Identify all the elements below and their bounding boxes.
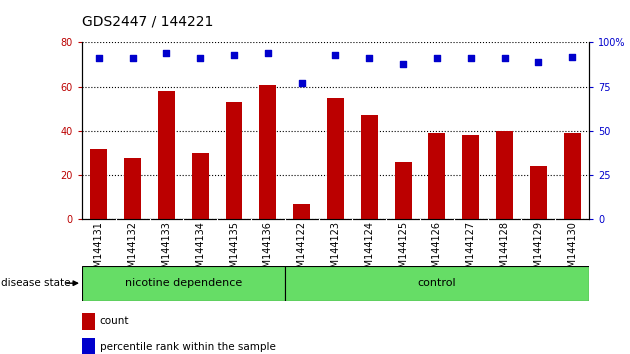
Bar bbox=[428, 133, 445, 219]
Point bbox=[297, 80, 307, 86]
Text: control: control bbox=[418, 278, 456, 288]
Point bbox=[364, 56, 374, 61]
Bar bbox=[361, 115, 378, 219]
Bar bbox=[462, 135, 479, 219]
Text: percentile rank within the sample: percentile rank within the sample bbox=[100, 342, 275, 352]
Point bbox=[500, 56, 510, 61]
Bar bbox=[226, 102, 243, 219]
Bar bbox=[394, 162, 411, 219]
Point bbox=[398, 61, 408, 67]
Bar bbox=[124, 158, 141, 219]
Bar bbox=[90, 149, 107, 219]
Point bbox=[567, 54, 577, 59]
Bar bbox=[82, 266, 285, 301]
Bar bbox=[82, 313, 94, 330]
Bar bbox=[158, 91, 175, 219]
Bar bbox=[293, 204, 310, 219]
Bar bbox=[285, 266, 589, 301]
Point bbox=[127, 56, 138, 61]
Point bbox=[263, 50, 273, 56]
Text: count: count bbox=[100, 316, 129, 326]
Bar bbox=[564, 133, 581, 219]
Bar bbox=[496, 131, 513, 219]
Point bbox=[466, 56, 476, 61]
Text: GDS2447 / 144221: GDS2447 / 144221 bbox=[82, 14, 214, 28]
Text: disease state: disease state bbox=[1, 278, 71, 288]
Point bbox=[432, 56, 442, 61]
Text: nicotine dependence: nicotine dependence bbox=[125, 278, 242, 288]
Point bbox=[229, 52, 239, 58]
Bar bbox=[327, 98, 344, 219]
Bar bbox=[82, 338, 94, 354]
Point bbox=[195, 56, 205, 61]
Bar bbox=[530, 166, 547, 219]
Point bbox=[331, 52, 341, 58]
Point bbox=[533, 59, 543, 65]
Bar bbox=[192, 153, 209, 219]
Bar bbox=[260, 85, 277, 219]
Point bbox=[161, 50, 171, 56]
Point bbox=[94, 56, 104, 61]
